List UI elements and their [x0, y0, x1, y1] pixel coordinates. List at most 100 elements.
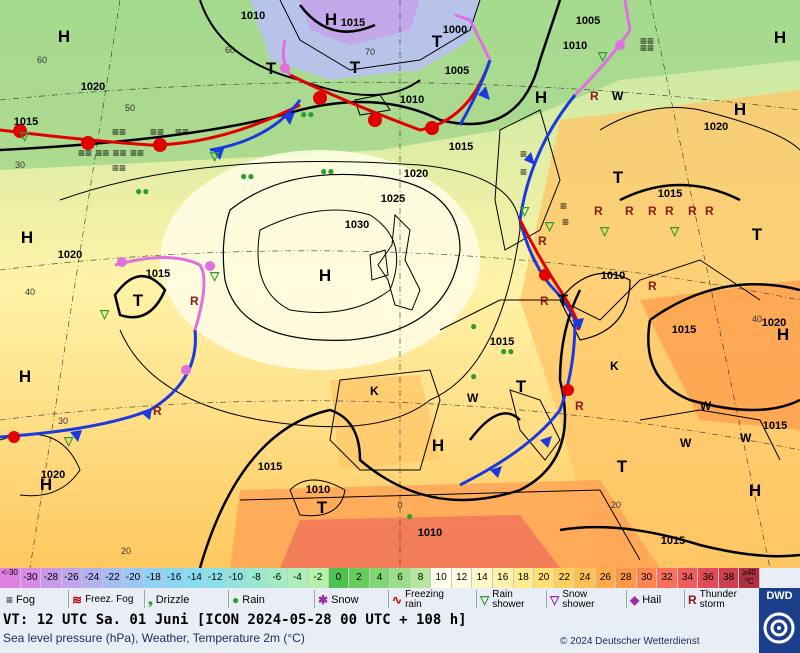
svg-text:R: R: [648, 279, 657, 293]
weather-legend-label: Thunder storm: [699, 589, 737, 610]
temperature-scale-cell: 22: [554, 568, 576, 588]
weather-legend-label: Rain shower: [492, 589, 525, 610]
map-description: Sea level pressure (hPa), Weather, Tempe…: [3, 631, 305, 645]
weather-legend-divider: [314, 590, 315, 608]
temperature-scale-cell: 2: [349, 568, 370, 588]
weather-legend-item: ● Rain: [232, 590, 265, 610]
svg-text:●●: ●●: [320, 164, 335, 178]
low-pressure-center: T: [752, 225, 763, 244]
low-pressure-center: T: [617, 457, 628, 476]
isobar-label: 1020: [404, 168, 428, 180]
weather-legend-icon: ▽: [480, 593, 490, 607]
svg-text:R: R: [190, 294, 199, 308]
isobar-label: 1000: [443, 24, 467, 36]
isobar-label: 1015: [672, 324, 696, 336]
svg-text:≡≡: ≡≡: [150, 125, 164, 139]
temperature-scale-cell: -8: [246, 568, 268, 588]
low-pressure-center: T: [558, 291, 569, 310]
temperature-scale-cell: 6: [390, 568, 411, 588]
svg-text:●: ●: [406, 509, 413, 523]
low-pressure-center: T: [432, 32, 443, 51]
svg-text:≡≡: ≡≡: [640, 41, 654, 55]
low-pressure-center: T: [613, 168, 624, 187]
isobar-label: 1030: [345, 219, 369, 231]
latitude-label: 40: [752, 314, 762, 324]
temperature-scale-cell: -28: [41, 568, 62, 588]
svg-text:W: W: [680, 436, 692, 450]
isobar-1015-greenland: [299, 4, 376, 33]
high-pressure-center: H: [21, 228, 33, 247]
temperature-scale-cell: -30: [20, 568, 42, 588]
svg-text:W: W: [467, 391, 479, 405]
isobar-label: 1015: [341, 17, 365, 29]
temperature-scale-cell: <-30: [0, 568, 21, 588]
central-europe-coast: [439, 259, 761, 331]
isobar-1015-south: [198, 289, 582, 568]
high-pressure-center: H: [325, 10, 337, 29]
temperature-scale-cell: 18: [513, 568, 535, 588]
temperature-scale-cell: 26: [595, 568, 617, 588]
svg-text:▽: ▽: [669, 224, 680, 238]
weather-legend-icon: ✱: [318, 593, 329, 607]
isobar-1015-ne: [619, 183, 741, 202]
latitude-label: 50: [125, 103, 135, 113]
weather-legend-icon: ●: [232, 593, 240, 607]
latitude-label: 0: [397, 500, 402, 510]
svg-text:W: W: [700, 399, 712, 413]
temperature-scale-cell: ≥40 °C: [739, 568, 760, 588]
temperature-scale-cell: 0: [328, 568, 350, 588]
sahara-hot-region: [280, 515, 560, 568]
low-pressure-center: T: [317, 498, 328, 517]
isobar-label: 1015: [449, 141, 473, 153]
isobar-label: 1015: [14, 116, 38, 128]
svg-text:R: R: [538, 234, 547, 248]
weather-legend-label: Freez. Fog: [85, 594, 134, 605]
occluded-front-greenland: [281, 39, 292, 76]
pressure-centers: H H H H H H H H H H H H T T T T T T T T T T: [19, 10, 789, 517]
svg-text:≡≡ ≡≡ ≡≡ ≡≡: ≡≡ ≡≡ ≡≡ ≡≡: [78, 146, 144, 160]
iceland-outline: [354, 94, 391, 116]
temperature-scale-cell: 12: [451, 568, 473, 588]
isobar-label: 1010: [601, 270, 625, 282]
isobar-label: 1020: [762, 317, 786, 329]
weather-legend-divider: [546, 590, 547, 608]
temperature-scale-cell: -18: [143, 568, 165, 588]
temperature-scale-cell: 8: [410, 568, 432, 588]
temperature-scale-cell: -20: [123, 568, 144, 588]
svg-text:≡≡: ≡≡: [640, 34, 654, 48]
isobar-label: 1010: [563, 40, 587, 52]
weather-legend-item: ∿ Freezing rain: [392, 590, 457, 610]
front-symbols: [8, 40, 625, 478]
warm-front-atlantic: [0, 103, 301, 147]
svg-text:≡: ≡: [562, 215, 569, 229]
isobar-1015-east: [647, 283, 800, 412]
central-high-area: [160, 150, 480, 370]
isobar-label: 1020: [58, 249, 82, 261]
high-pressure-center: H: [432, 436, 444, 455]
svg-text:▽: ▽: [19, 129, 30, 143]
isobar-1015-low: [113, 274, 167, 319]
temperature-scale-cell: -16: [164, 568, 185, 588]
svg-text:R: R: [540, 294, 549, 308]
cold-front-iceland: [458, 59, 492, 126]
weather-legend-item: ≡ Fog: [6, 590, 35, 610]
high-pressure-center: H: [319, 266, 331, 285]
temperature-scale-cell: -4: [287, 568, 309, 588]
turkey-coast: [639, 409, 781, 461]
svg-text:▽: ▽: [209, 269, 220, 283]
high-pressure-center: H: [734, 100, 746, 119]
temperature-scale-cell: 38: [718, 568, 740, 588]
cool-region: [0, 0, 800, 170]
weather-legend-label: Freezing rain: [405, 589, 444, 610]
latitude-label: 20: [611, 500, 621, 510]
weather-legend-icon: ∿: [392, 593, 403, 607]
isobar-1015-italy: [469, 412, 521, 441]
weather-legend-divider: [476, 590, 477, 608]
hot-east-region: [640, 280, 800, 430]
weather-legend-divider: [388, 590, 389, 608]
weather-legend-divider: [626, 590, 627, 608]
svg-text:R: R: [648, 204, 657, 218]
svg-text:●●: ●●: [135, 184, 150, 198]
